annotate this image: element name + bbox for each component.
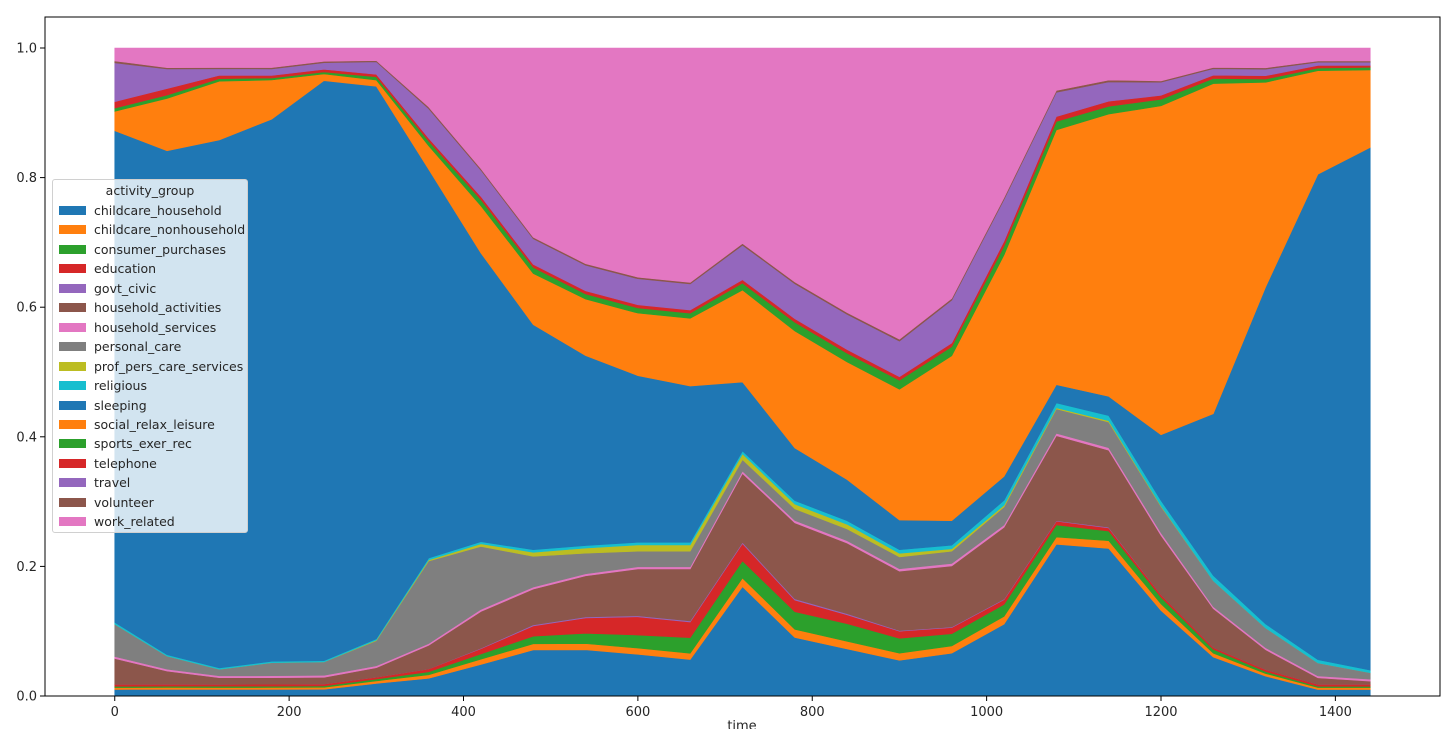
legend-label: education [94,261,157,277]
legend-item-govt-civic: govt_civic [59,279,156,298]
legend-swatch [59,458,86,468]
legend-item-household-activities: household_activities [59,298,221,317]
legend-swatch [59,264,86,274]
y-tick-label: 0.0 [16,690,37,705]
legend-item-education: education [59,259,156,278]
legend-swatch [59,400,86,410]
legend-swatch [59,342,86,352]
y-tick-label: 0.2 [16,560,37,575]
y-tick-label: 0.8 [16,171,37,186]
legend-swatch [59,283,86,293]
area-work-related [114,47,1371,340]
legend-swatch [59,225,86,235]
legend-swatch [59,244,86,254]
legend-item-work-related: work_related [59,512,175,531]
plot-frame [44,16,1441,697]
x-tick-label: 600 [625,705,650,720]
legend-swatch [59,303,86,313]
x-axis-label: time [727,719,756,729]
legend-label: travel [94,475,131,491]
x-tick-label: 200 [277,705,302,720]
legend-label: govt_civic [94,280,157,296]
legend-title: activity_group [105,183,195,198]
y-tick-label: 0.4 [16,430,37,445]
x-tick-label: 1200 [1144,705,1177,720]
x-tick-label: 800 [800,705,825,720]
legend-item-volunteer: volunteer [59,493,154,512]
legend-label: sleeping [94,397,147,413]
legend-label: religious [94,378,147,394]
x-tick-label: 1400 [1319,705,1352,720]
legend-item-sleeping: sleeping [59,396,147,415]
legend-swatch [59,478,86,488]
legend-label: sports_exer_rec [94,436,192,452]
axis-ticks: 0 200 400 600 800 1000 1200 1400 0.0 0.2 0.4 0.6 0.8… [16,42,1352,721]
x-tick-label: 0 [111,705,119,720]
legend-label: volunteer [94,494,154,510]
y-tick-label: 1.0 [16,42,37,57]
legend-item-travel: travel [59,473,130,492]
legend-swatch [59,439,86,449]
legend-label: work_related [94,514,175,530]
legend-item-sports-exer-rec: sports_exer_rec [59,434,192,453]
legend-label: childcare_household [94,203,222,218]
legend-swatch [59,517,86,527]
legend-item-prof-pers-care-services: prof_pers_care_services [59,357,243,376]
legend-label: consumer_purchases [94,241,227,257]
x-tick-label: 400 [451,705,476,720]
legend-item-childcare-household: childcare_household [59,201,222,220]
chart-areas [114,47,1371,697]
legend-label: household_services [94,319,217,335]
legend-swatch [59,206,86,215]
legend-swatch [59,419,86,429]
legend-swatch [59,381,86,391]
legend-swatch [59,322,86,332]
legend-swatch [59,497,86,507]
legend-label: telephone [94,455,157,471]
legend-label: personal_care [94,339,182,355]
legend-label: household_activities [94,300,222,316]
legend-item-consumer-purchases: consumer_purchases [59,240,226,259]
legend-item-personal-care: personal_care [59,337,181,356]
legend-item-childcare-nonhousehold: childcare_nonhousehold [59,220,245,239]
legend-item-religious: religious [59,376,147,395]
legend-label: prof_pers_care_services [94,358,244,374]
x-tick-label: 1000 [970,705,1003,720]
legend-label: social_relax_leisure [94,416,215,432]
legend-label: childcare_nonhousehold [94,222,246,238]
legend-item-social-relax-leisure: social_relax_leisure [59,415,215,434]
y-tick-label: 0.6 [16,301,37,316]
legend-item-telephone: telephone [59,454,157,473]
legend-item-household-services: household_services [59,318,216,337]
legend-swatch [59,361,86,371]
